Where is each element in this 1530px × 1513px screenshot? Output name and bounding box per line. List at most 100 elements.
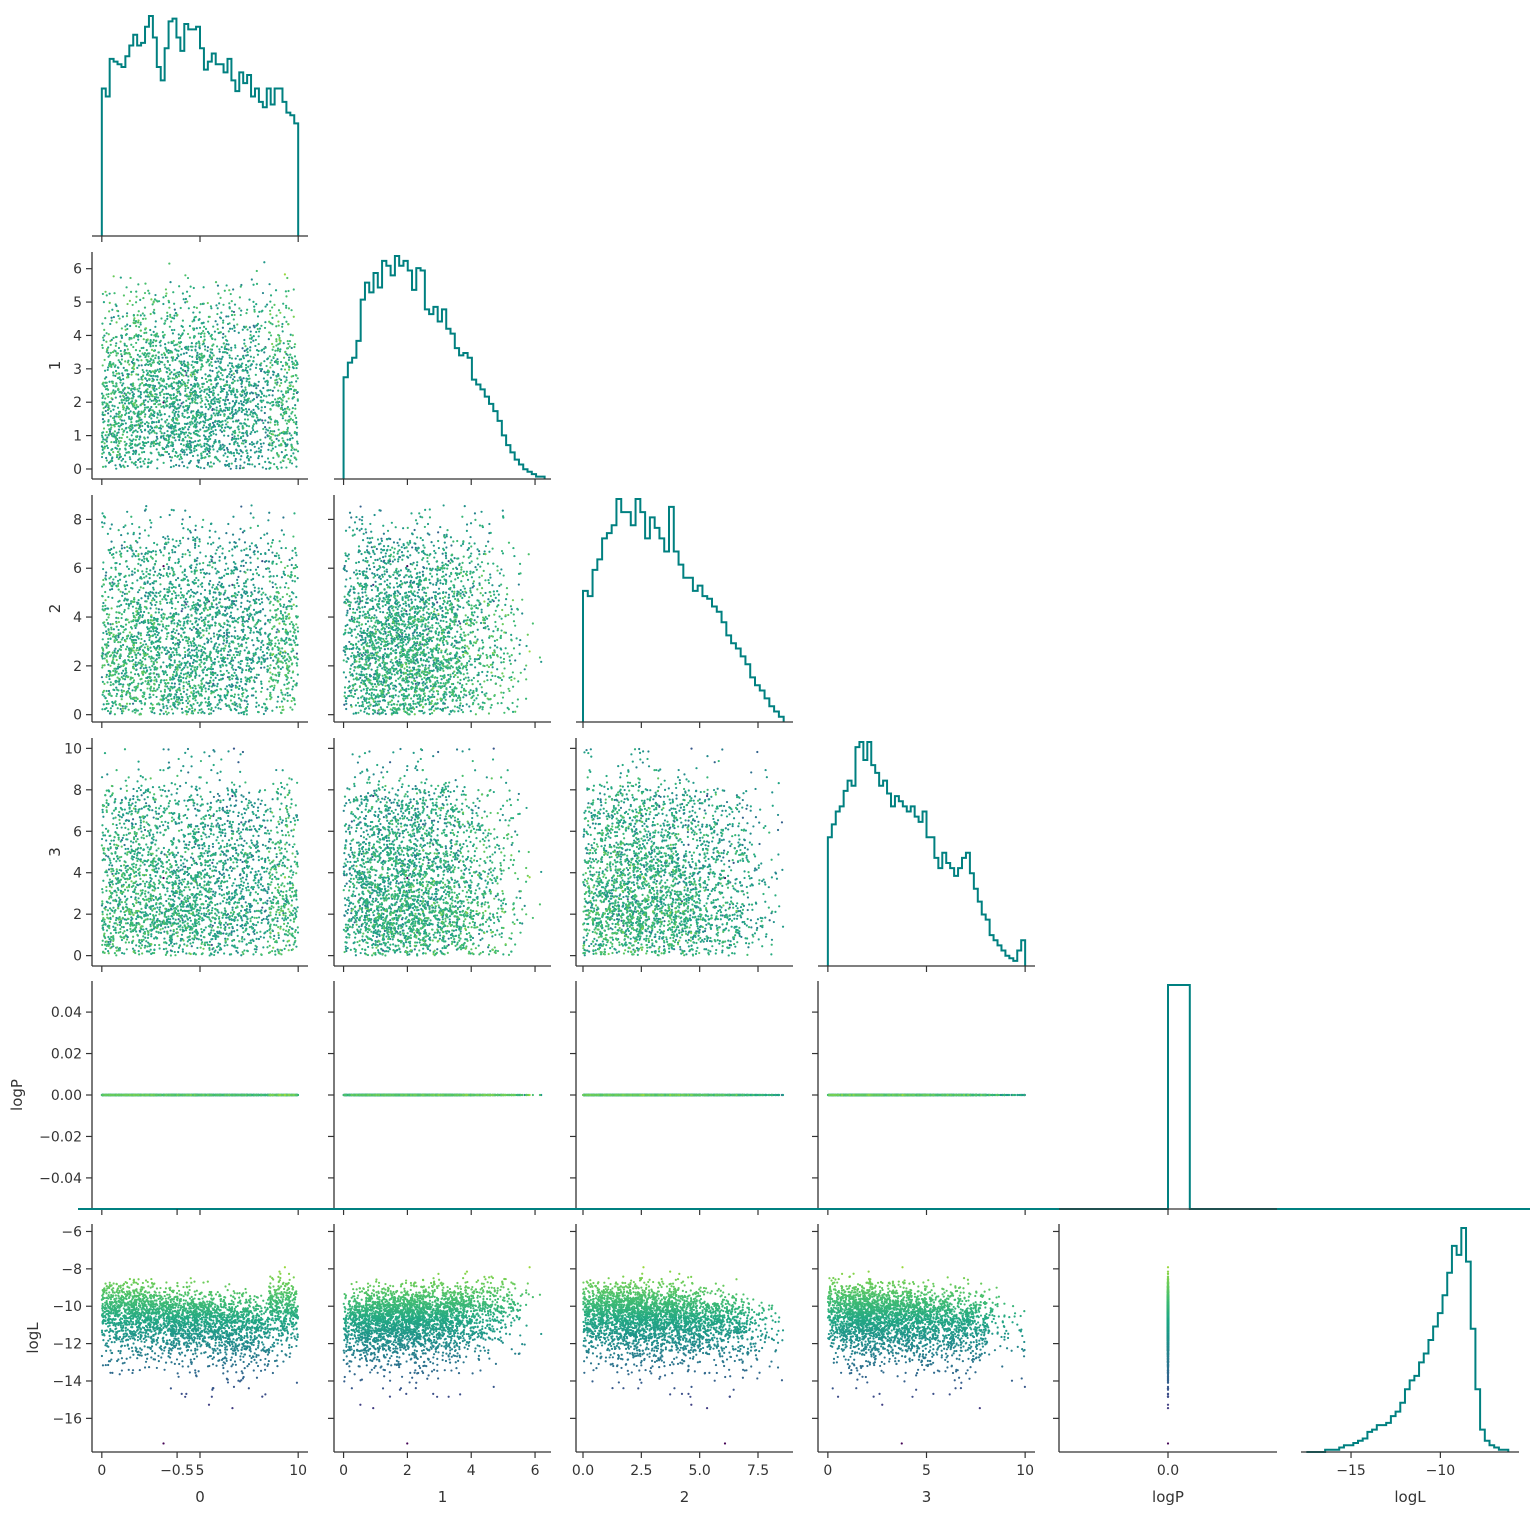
scatter-point xyxy=(263,377,265,379)
scatter-point xyxy=(268,338,270,340)
scatter-point xyxy=(166,383,168,385)
scatter-point xyxy=(130,344,132,346)
scatter-point xyxy=(225,460,227,462)
scatter-point xyxy=(180,362,182,364)
scatter-point xyxy=(143,338,145,340)
scatter-point xyxy=(164,364,166,366)
scatter-point xyxy=(126,324,128,326)
scatter-point xyxy=(264,461,266,463)
scatter-point xyxy=(123,294,125,296)
scatter-point xyxy=(254,431,256,433)
scatter-point xyxy=(215,398,217,400)
scatter-point xyxy=(272,430,274,432)
scatter-point xyxy=(164,322,166,324)
scatter-point xyxy=(106,348,108,350)
scatter-point xyxy=(180,443,182,445)
scatter-point xyxy=(213,433,215,435)
scatter-point xyxy=(233,311,235,313)
scatter-point xyxy=(110,460,112,462)
scatter-point xyxy=(196,465,198,467)
scatter-point xyxy=(217,360,219,362)
scatter-point xyxy=(216,401,218,403)
scatter-point xyxy=(138,385,140,387)
scatter-point xyxy=(232,378,234,380)
scatter-point xyxy=(120,466,122,468)
scatter-point xyxy=(155,375,157,377)
scatter-point xyxy=(180,382,182,384)
scatter-point xyxy=(106,382,108,384)
scatter-point xyxy=(200,455,202,457)
scatter-point xyxy=(221,410,223,412)
scatter-point xyxy=(239,393,241,395)
scatter-point xyxy=(196,402,198,404)
scatter-point xyxy=(203,335,205,337)
scatter-point xyxy=(163,393,165,395)
scatter-point xyxy=(240,400,242,402)
scatter-point xyxy=(280,408,282,410)
scatter-point xyxy=(246,351,248,353)
scatter-point xyxy=(256,546,258,548)
scatter-point xyxy=(205,419,207,421)
scatter-point xyxy=(179,399,181,401)
scatter-point xyxy=(293,396,295,398)
scatter-point xyxy=(198,319,200,321)
scatter-point xyxy=(165,393,167,395)
scatter-point xyxy=(126,376,128,378)
scatter-point xyxy=(108,381,110,383)
scatter-point xyxy=(133,451,135,453)
scatter-point xyxy=(275,314,277,316)
scatter-point xyxy=(249,346,251,348)
scatter-point xyxy=(245,389,247,391)
scatter-point xyxy=(143,451,145,453)
scatter-point xyxy=(124,441,126,443)
scatter-point xyxy=(180,433,182,435)
scatter-point xyxy=(175,398,177,400)
scatter-point xyxy=(162,303,164,305)
scatter-point xyxy=(205,406,207,408)
scatter-point xyxy=(218,441,220,443)
scatter-point xyxy=(220,378,222,380)
scatter-point xyxy=(189,446,191,448)
scatter-point xyxy=(237,426,239,428)
scatter-point xyxy=(266,380,268,382)
scatter-point xyxy=(111,397,113,399)
scatter-point xyxy=(118,416,120,418)
scatter-point xyxy=(270,334,272,336)
scatter-point xyxy=(262,387,264,389)
scatter-point xyxy=(187,375,189,377)
scatter-point xyxy=(213,408,215,410)
scatter-point xyxy=(112,371,114,373)
scatter-point xyxy=(210,428,212,430)
scatter-point xyxy=(163,352,165,354)
scatter-point xyxy=(156,412,158,414)
scatter-point xyxy=(215,320,217,322)
scatter-point xyxy=(191,401,193,403)
scatter-point xyxy=(263,395,265,397)
scatter-point xyxy=(135,451,137,453)
scatter-point xyxy=(280,466,282,468)
scatter-point xyxy=(153,350,155,352)
scatter-point xyxy=(277,421,279,423)
scatter-point xyxy=(276,381,278,383)
scatter-point xyxy=(238,428,240,430)
scatter-point xyxy=(292,363,294,365)
scatter-point xyxy=(209,363,211,365)
scatter-point xyxy=(180,353,182,355)
scatter-point xyxy=(219,400,221,402)
scatter-point xyxy=(174,407,176,409)
scatter-point xyxy=(109,323,111,325)
scatter-point xyxy=(136,431,138,433)
scatter-point xyxy=(144,352,146,354)
scatter-point xyxy=(151,427,153,429)
scatter-point xyxy=(173,329,175,331)
scatter-point xyxy=(199,435,201,437)
scatter-point xyxy=(234,314,236,316)
scatter-point xyxy=(214,379,216,381)
scatter-point xyxy=(210,307,212,309)
scatter-point xyxy=(265,347,267,349)
scatter-point xyxy=(246,431,248,433)
scatter-point xyxy=(161,418,163,420)
scatter-point xyxy=(227,435,229,437)
scatter-point xyxy=(152,375,154,377)
scatter-point xyxy=(158,427,160,429)
